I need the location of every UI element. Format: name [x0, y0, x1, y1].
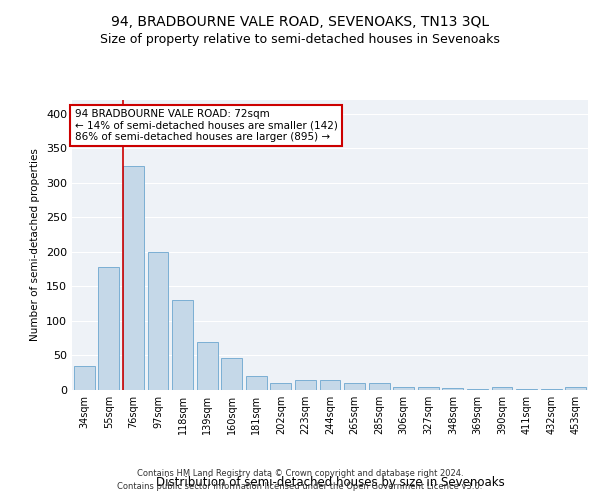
X-axis label: Distribution of semi-detached houses by size in Sevenoaks: Distribution of semi-detached houses by … — [155, 476, 505, 489]
Bar — [442, 388, 463, 390]
Bar — [246, 376, 267, 390]
Bar — [197, 342, 218, 390]
Text: Contains HM Land Registry data © Crown copyright and database right 2024.: Contains HM Land Registry data © Crown c… — [137, 468, 463, 477]
Text: Contains public sector information licensed under the Open Government Licence v3: Contains public sector information licen… — [118, 482, 482, 491]
Bar — [418, 387, 439, 390]
Text: 94, BRADBOURNE VALE ROAD, SEVENOAKS, TN13 3QL: 94, BRADBOURNE VALE ROAD, SEVENOAKS, TN1… — [111, 15, 489, 29]
Bar — [172, 300, 193, 390]
Bar — [271, 383, 292, 390]
Bar — [221, 358, 242, 390]
Bar — [74, 366, 95, 390]
Text: Size of property relative to semi-detached houses in Sevenoaks: Size of property relative to semi-detach… — [100, 32, 500, 46]
Bar — [344, 383, 365, 390]
Bar — [123, 166, 144, 390]
Y-axis label: Number of semi-detached properties: Number of semi-detached properties — [31, 148, 40, 342]
Bar — [368, 383, 389, 390]
Bar — [565, 387, 586, 390]
Bar — [393, 386, 414, 390]
Bar — [98, 267, 119, 390]
Bar — [295, 380, 316, 390]
Bar — [148, 252, 169, 390]
Text: 94 BRADBOURNE VALE ROAD: 72sqm
← 14% of semi-detached houses are smaller (142)
8: 94 BRADBOURNE VALE ROAD: 72sqm ← 14% of … — [74, 108, 337, 142]
Bar — [320, 380, 340, 390]
Bar — [491, 387, 512, 390]
